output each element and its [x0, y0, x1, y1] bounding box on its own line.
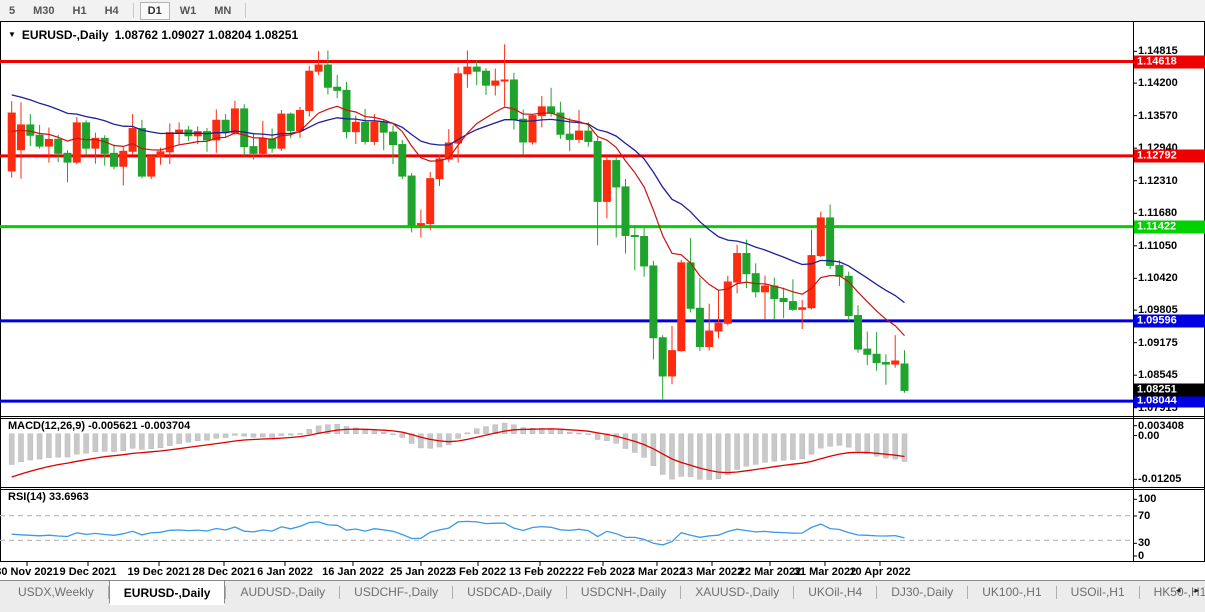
date-axis-label: 9 Dec 2021	[59, 566, 117, 578]
tab-separator	[680, 586, 682, 599]
tab-usdcad-daily[interactable]: USDCAD-,Daily	[467, 585, 552, 599]
date-axis-label: 19 Dec 2021	[127, 566, 191, 578]
tab-separator	[967, 586, 969, 599]
symbol-tabs: USDX,Weekly EURUSD-,Daily AUDUSD-,Daily USD…	[4, 580, 1205, 604]
tab-usdcnh-daily[interactable]: USDCNH-,Daily	[580, 585, 667, 599]
rsi-tick-label: 70	[1138, 510, 1151, 522]
macd-tick-label: 0.003408	[1138, 419, 1184, 432]
price-level-tag: 1.09596	[1134, 314, 1205, 328]
timeframe-button-d1[interactable]: D1	[139, 1, 170, 20]
date-axis-label: 13 Feb 2022	[508, 566, 572, 578]
date-axis-label: 22 Feb 2022	[571, 566, 635, 578]
tab-separator	[107, 586, 109, 599]
tab-separator	[339, 586, 341, 599]
tab-separator	[1055, 586, 1057, 599]
collapse-triangle-icon[interactable]: ▼	[8, 29, 16, 39]
price-tick-label: 1.14200	[1138, 77, 1178, 90]
tab-usdx-weekly[interactable]: USDX,Weekly	[18, 585, 94, 599]
macd-tick-label: 0.00	[1138, 429, 1160, 442]
tab-usoil-h1[interactable]: USOil-,H1	[1070, 585, 1125, 599]
date-axis-label: 6 Jan 2022	[257, 566, 313, 578]
current-price-tag: 1.08251	[1134, 383, 1205, 397]
timeframe-button-h4[interactable]: H4	[104, 4, 119, 17]
price-level-tag: 1.08044	[1134, 394, 1205, 408]
rsi-indicator-label: RSI(14) 33.6963	[8, 491, 89, 503]
date-axis-label: 13 Mar 2022	[680, 566, 744, 578]
tab-separator	[225, 586, 227, 599]
toolbar-separator	[245, 3, 247, 18]
rsi-tick-label: 0	[1138, 550, 1145, 562]
tab-hk50-h1[interactable]: HK50-,H1	[1153, 585, 1205, 599]
price-chart-canvas[interactable]	[0, 21, 1205, 580]
tab-scroll-right-icon[interactable]: ▸	[1194, 585, 1199, 595]
tab-scroll-left-icon[interactable]: ◂	[1175, 585, 1181, 595]
tab-usdchf-daily[interactable]: USDCHF-,Daily	[354, 585, 439, 599]
price-level-tag: 1.14618	[1134, 55, 1205, 68]
price-tick-label: 1.14815	[1138, 45, 1178, 58]
toolbar-separator	[132, 3, 134, 18]
price-tick-label: 1.08545	[1138, 369, 1178, 382]
date-axis-label: 31 Mar 2022	[793, 566, 857, 578]
tab-eurusd-daily[interactable]: EURUSD-,Daily	[108, 580, 226, 604]
date-axis-label: 10 Apr 2022	[849, 566, 911, 578]
price-tick-label: 1.13570	[1138, 109, 1178, 122]
timeframe-button-mn[interactable]: MN	[214, 4, 232, 17]
chart-title: ▼ EURUSD-,Daily 1.08762 1.09027 1.08204 …	[8, 28, 298, 42]
chart-window[interactable]: ▼ EURUSD-,Daily 1.08762 1.09027 1.08204 …	[0, 21, 1205, 580]
chart-symbol-label: EURUSD-,Daily	[21, 28, 109, 42]
timeframe-button-w1[interactable]: W1	[179, 4, 197, 17]
chart-quote-ohlc: 1.08762 1.09027 1.08204 1.08251	[114, 28, 299, 42]
timeframe-button-m30[interactable]: M30	[33, 4, 55, 17]
price-tick-label: 1.11050	[1138, 239, 1178, 252]
tab-audusd-daily[interactable]: AUDUSD-,Daily	[240, 585, 326, 599]
tab-uk100-h1[interactable]: UK100-,H1	[982, 585, 1042, 599]
timeframe-button-h1[interactable]: H1	[72, 4, 87, 17]
price-tick-label: 1.10420	[1138, 272, 1178, 285]
date-axis-label: 16 Jan 2022	[322, 566, 384, 578]
tab-separator	[1138, 586, 1140, 599]
date-axis-label: 30 Nov 2021	[0, 566, 59, 578]
date-axis-label: 3 Feb 2022	[449, 566, 507, 578]
tab-scroll-arrows: ◂ ▸	[1176, 585, 1199, 596]
tab-ukoil-h4[interactable]: UKOil-,H4	[808, 585, 863, 599]
macd-indicator-label: MACD(12,26,9) -0.005621 -0.003704	[8, 420, 191, 432]
tab-xauusd-daily[interactable]: XAUUSD-,Daily	[695, 585, 780, 599]
date-axis-label: 22 Mar 2022	[738, 566, 802, 578]
price-level-tag: 1.12792	[1134, 149, 1205, 163]
timeframe-button-5[interactable]: 5	[9, 4, 16, 17]
tab-separator	[876, 586, 878, 599]
price-tick-label: 1.09805	[1138, 304, 1178, 317]
date-axis-label: 25 Jan 2022	[390, 566, 452, 578]
tab-separator	[452, 586, 454, 599]
price-tick-label: 1.11680	[1138, 207, 1178, 220]
rsi-tick-label: 30	[1138, 537, 1151, 550]
date-axis-label: 3 Mar 2022	[628, 566, 686, 578]
price-tick-label: 1.12310	[1138, 174, 1178, 187]
date-axis-label: 28 Dec 2021	[192, 566, 256, 578]
symbol-tab-bar: USDX,Weekly EURUSD-,Daily AUDUSD-,Daily USD…	[0, 580, 1205, 612]
timeframe-toolbar: 5 M30 H1 H4 D1 W1 MN	[0, 0, 1205, 22]
rsi-tick-label: 100	[1138, 493, 1157, 506]
price-tick-label: 1.09175	[1138, 336, 1178, 349]
price-level-tag: 1.11422	[1134, 220, 1205, 234]
macd-tick-label: -0.01205	[1138, 473, 1182, 486]
tab-separator	[793, 586, 795, 599]
tab-separator	[565, 586, 567, 599]
tab-dj30-daily[interactable]: DJ30-,Daily	[891, 585, 954, 599]
